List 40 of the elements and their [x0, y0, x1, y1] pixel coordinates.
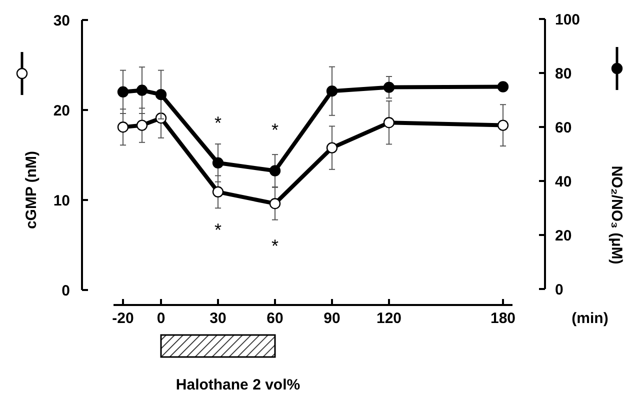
point	[212, 186, 224, 198]
y2-tick-label: 0	[555, 281, 564, 298]
y-tick-label: 20	[53, 102, 70, 120]
annotation: *	[271, 120, 279, 140]
point	[326, 85, 338, 97]
y2-tick-label: 60	[555, 119, 572, 136]
point	[269, 165, 281, 176]
y2-tick-label: 20	[555, 227, 572, 244]
x-axis-title: (min)	[572, 310, 608, 327]
y-tick-label: 0	[62, 282, 70, 300]
x-tick-label: 0	[156, 310, 166, 327]
point	[383, 117, 395, 128]
point	[136, 84, 148, 96]
x-tick-label: 180	[490, 310, 516, 327]
x-tick-label: 30	[210, 310, 226, 327]
x-tick-label: 90	[324, 310, 340, 327]
point	[212, 157, 224, 169]
annotation: *	[271, 236, 279, 256]
y2-tick-label: 40	[555, 173, 572, 190]
point	[497, 81, 509, 92]
y-tick-label: 30	[53, 12, 70, 30]
point	[269, 198, 281, 210]
point	[326, 142, 338, 154]
annotation: *	[214, 113, 222, 133]
x-tick-label: 120	[376, 310, 402, 327]
point	[497, 120, 509, 131]
y2-tick-label: 80	[555, 65, 572, 82]
point	[155, 89, 167, 100]
point	[383, 82, 395, 93]
x-tick-label: -20	[112, 310, 134, 327]
point	[136, 120, 148, 131]
point	[117, 86, 129, 98]
annotation: *	[214, 220, 222, 240]
y-tick-label: 10	[53, 192, 70, 210]
y2-tick-label: 100	[555, 11, 580, 28]
x-tick-label: 60	[266, 310, 284, 327]
y-axis-title: cGMP (nM)	[23, 150, 40, 230]
point	[117, 122, 129, 133]
y2-axis-title: NO₂/NO₃ (μM)	[608, 166, 625, 264]
text: Halothane 2 vol%	[176, 376, 300, 394]
